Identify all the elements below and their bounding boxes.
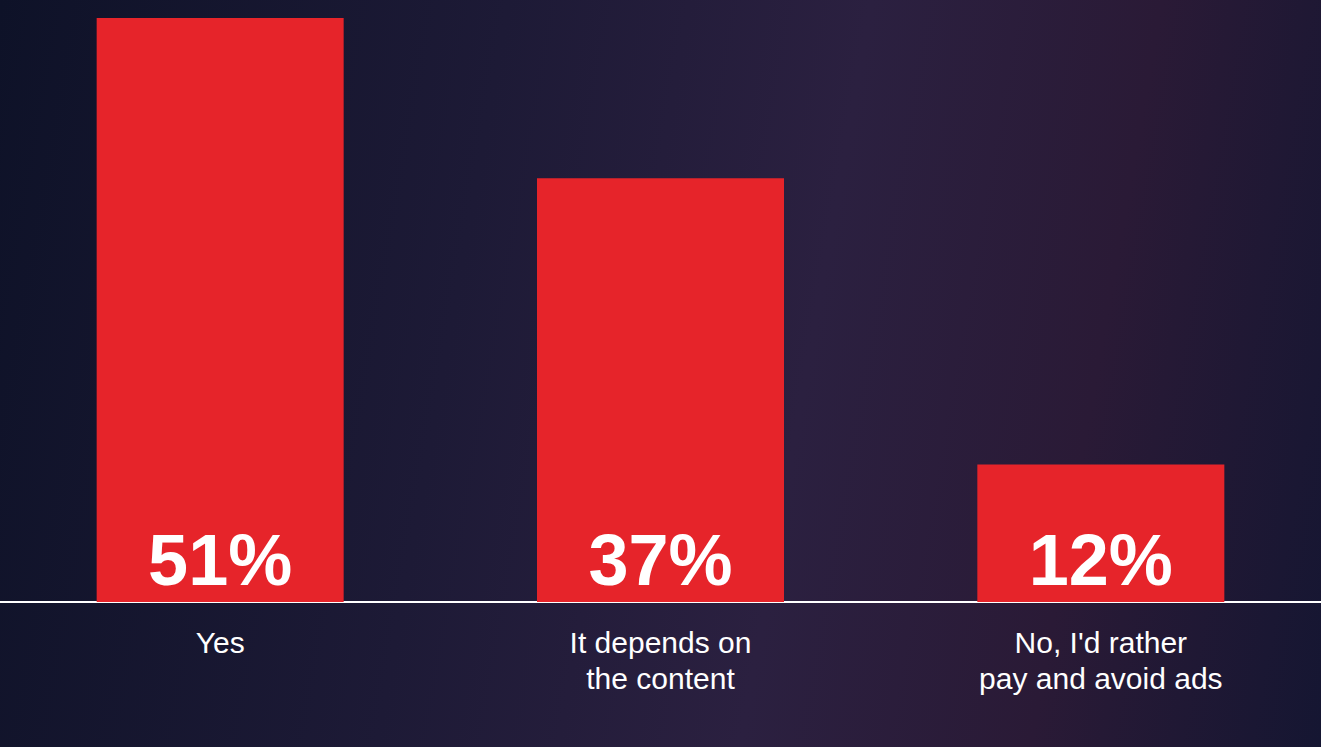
svg-text:37%: 37% (588, 520, 732, 600)
svg-text:51%: 51% (148, 520, 292, 600)
svg-text:12%: 12% (1029, 520, 1173, 600)
svg-text:No, I'd rather: No, I'd rather (1015, 626, 1187, 659)
svg-text:the content: the content (586, 662, 735, 695)
svg-text:It depends on: It depends on (570, 626, 752, 659)
svg-text:Yes: Yes (196, 626, 245, 659)
svg-text:pay and avoid ads: pay and avoid ads (979, 662, 1223, 695)
